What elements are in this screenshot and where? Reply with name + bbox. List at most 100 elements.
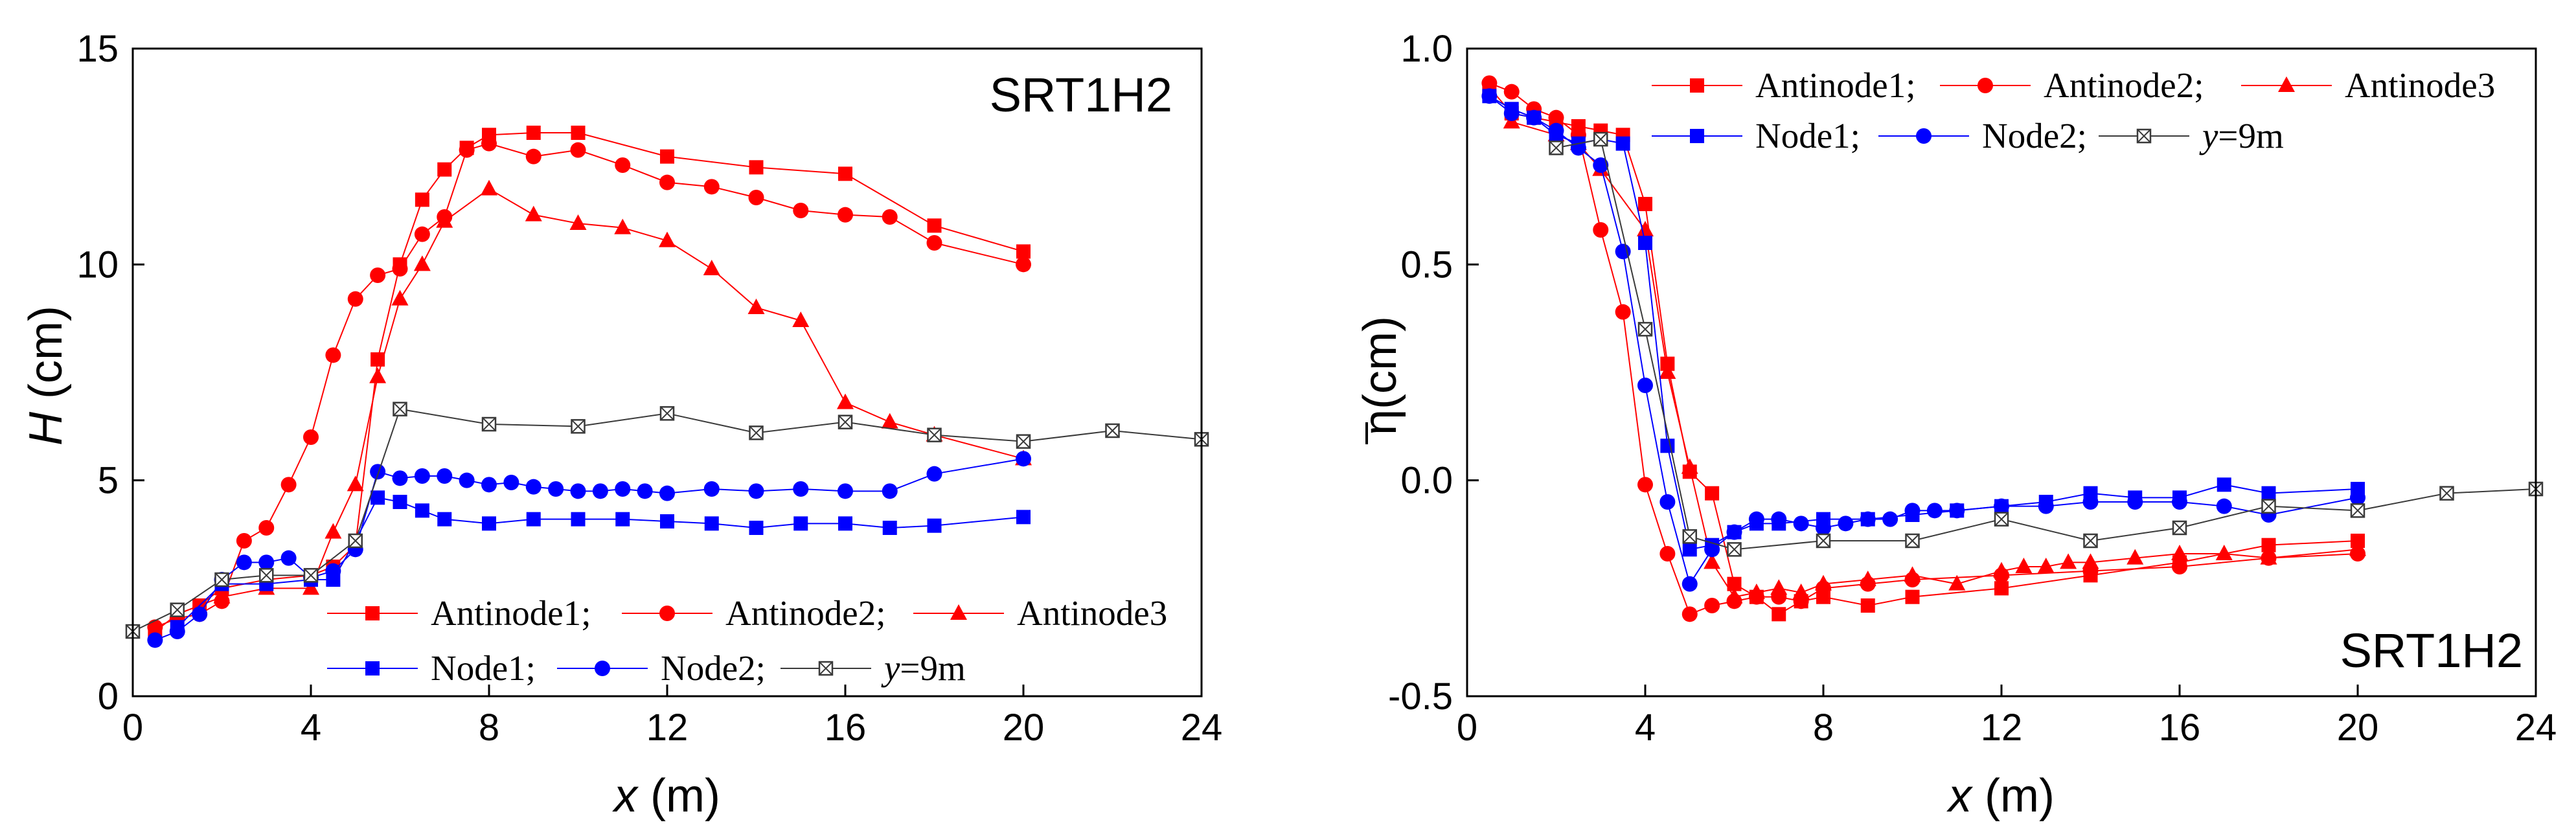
data-point: [1660, 438, 1675, 453]
series-antinode1: [1482, 80, 2365, 622]
data-point: [459, 472, 475, 488]
data-point: [793, 203, 809, 218]
legend-entry-antinode3: Antinode3: [2241, 65, 2495, 105]
data-point: [2349, 540, 2366, 556]
series-node2: [1481, 88, 2365, 592]
data-point: [370, 267, 386, 283]
data-point: [882, 209, 898, 225]
legend-marker: [1690, 129, 1704, 143]
legend-label: Node1;: [1755, 116, 1860, 155]
series-line: [177, 497, 1024, 628]
legend-label: Node2;: [661, 648, 766, 688]
data-point: [659, 406, 675, 421]
data-point: [570, 483, 586, 499]
data-point: [1637, 378, 1653, 393]
data-point: [2037, 558, 2055, 573]
legend-label: Node1;: [431, 648, 536, 688]
data-point: [1638, 236, 1652, 250]
data-point: [592, 483, 608, 499]
data-point: [169, 624, 185, 639]
legend-marker: [2136, 128, 2152, 144]
axis-ticks: 0 4 8 12 16 20 24 -0.5 0.0 0.5 1.0: [1388, 28, 2557, 749]
data-point: [1526, 109, 1542, 126]
data-point: [1659, 546, 1676, 562]
data-point: [659, 485, 675, 501]
data-point: [1548, 109, 1564, 126]
data-point: [1682, 542, 1697, 557]
data-point: [2172, 520, 2187, 536]
data-point: [659, 231, 676, 247]
x-tick-label: 8: [1813, 707, 1834, 749]
legend-label: Antinode2;: [2044, 65, 2204, 105]
data-point: [2261, 499, 2276, 514]
data-point: [2171, 545, 2188, 560]
data-point: [2083, 533, 2098, 549]
data-point: [749, 426, 764, 440]
data-point: [1681, 458, 1698, 474]
legend-entry-node1: Node1;: [327, 648, 536, 688]
data-point: [392, 261, 408, 277]
data-point: [1726, 524, 1742, 540]
data-point: [482, 516, 496, 531]
data-point: [2217, 477, 2231, 492]
legend-entry-antinode2: Antinode2;: [1940, 65, 2204, 105]
data-point: [1481, 75, 1498, 91]
data-point: [2350, 490, 2365, 506]
data-point: [749, 521, 764, 535]
data-point: [436, 212, 453, 228]
data-point: [2260, 549, 2277, 565]
legend-label: y=9m: [881, 648, 966, 688]
data-point: [548, 481, 564, 497]
data-point: [1637, 322, 1653, 337]
data-point: [2172, 494, 2187, 510]
chart-mean-water-level: 0 4 8 12 16 20 24 -0.5 0.0 0.5 1.0 SRT1H2 η(cm) x …: [1354, 28, 2557, 822]
legend-label: y=9m: [2199, 116, 2284, 155]
data-point: [2082, 553, 2099, 569]
series-node1: [170, 490, 1031, 635]
legend-marker: [950, 604, 967, 620]
data-point: [1905, 533, 1920, 549]
data-point: [1860, 598, 1875, 613]
data-point: [1948, 574, 1966, 591]
chart-title: SRT1H2: [2340, 624, 2523, 677]
data-point: [2060, 553, 2077, 569]
series-line: [1556, 138, 2536, 551]
data-point: [703, 481, 720, 497]
y-tick-label: 5: [98, 460, 119, 502]
legend-entry-node2: Node2;: [1878, 116, 2087, 155]
legend-label: Antinode3: [1017, 593, 1167, 633]
data-point: [1593, 131, 1608, 147]
series-antinode3: [168, 179, 1032, 621]
data-point: [1681, 576, 1698, 592]
data-point: [703, 179, 720, 195]
data-point: [1816, 533, 1831, 549]
series-layer: [1481, 75, 2544, 622]
data-point: [348, 533, 363, 549]
data-point: [2038, 498, 2054, 514]
data-point: [259, 568, 274, 583]
data-point: [2261, 486, 2276, 501]
legend-marker: [365, 606, 380, 620]
data-point: [437, 512, 452, 527]
data-point: [1994, 512, 2009, 527]
data-point: [1548, 122, 1564, 139]
legend-marker: [1690, 78, 1704, 93]
data-point: [881, 413, 898, 429]
data-point: [1637, 477, 1653, 493]
x-tick-label: 16: [825, 707, 867, 749]
x-axis-label: x (m): [1946, 770, 2055, 822]
y-axis-label: η(cm): [1354, 316, 1406, 444]
data-point: [325, 563, 341, 579]
data-point: [370, 490, 385, 505]
data-point: [481, 135, 497, 152]
x-tick-label: 12: [1981, 707, 2023, 749]
legend-entry-antinode2: Antinode2;: [622, 593, 885, 633]
x-axis-label: x (m): [612, 770, 720, 822]
data-point: [2439, 486, 2454, 501]
data-point: [481, 179, 497, 196]
data-point: [1816, 520, 1831, 536]
series-antinode2: [1481, 75, 2365, 622]
series-y=9m: [1549, 131, 2544, 557]
data-point: [393, 402, 407, 416]
